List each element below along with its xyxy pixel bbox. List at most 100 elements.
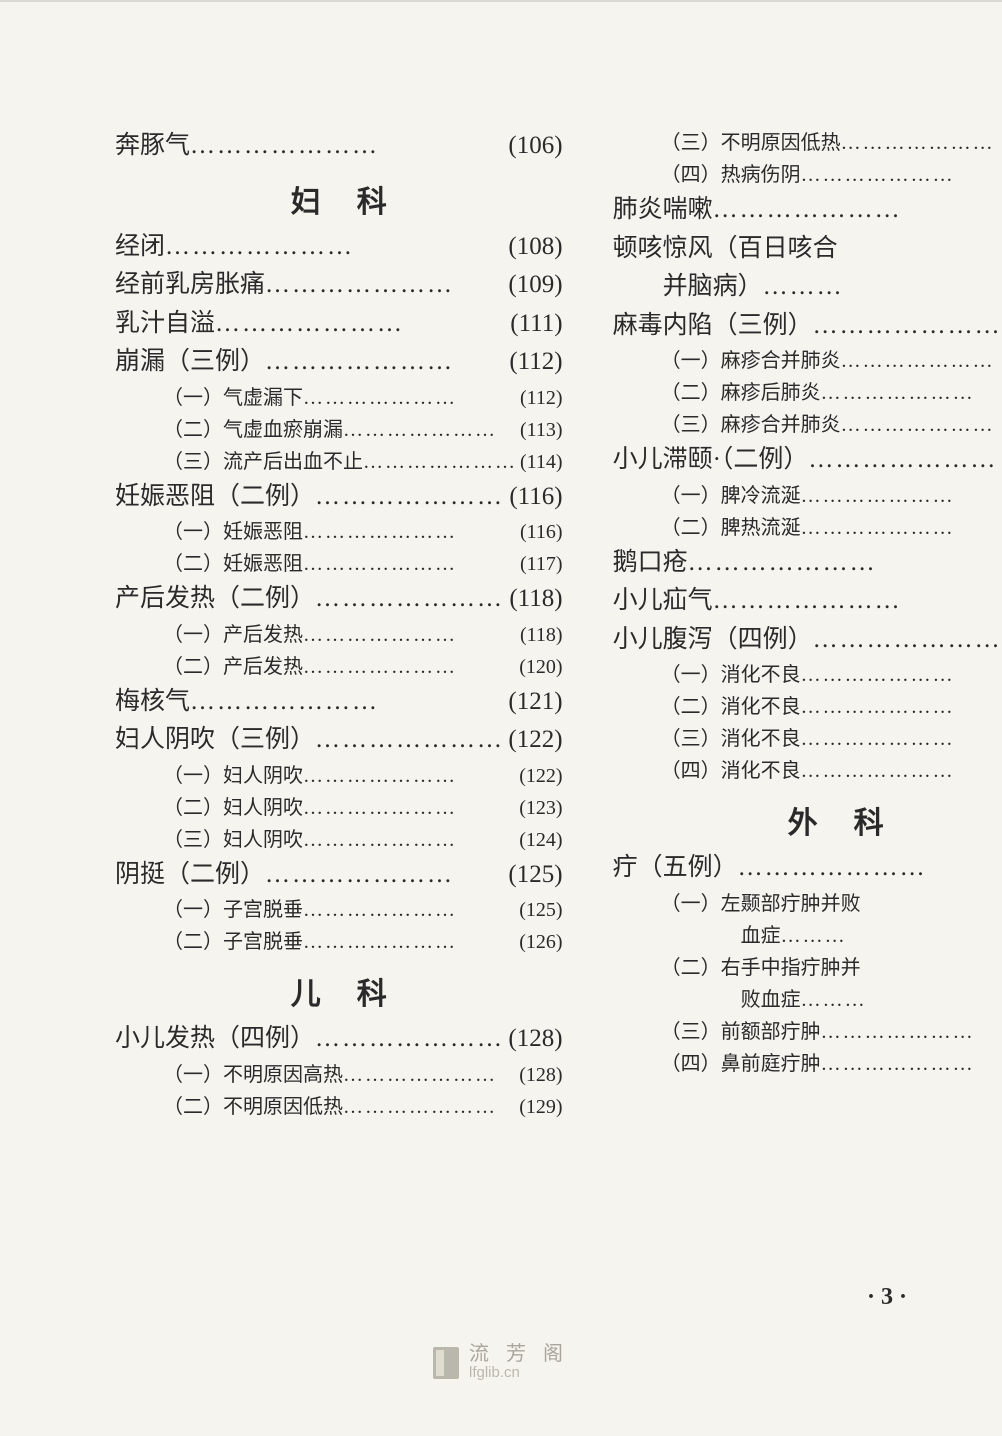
entry-label: 经前乳房胀痛 [115,269,265,302]
toc-sub-entry: （二）妇人阴吹 …………………(123) [163,795,563,821]
toc-column-left: 奔豚气 …………………(106)妇科经闭 …………………(108)经前乳房胀痛 … [115,130,563,1256]
entry-label: 并脑病） [613,271,763,304]
entry-label: （一）脾冷流涎 [661,483,801,509]
toc-sub-entry: （二）妊娠恶阻 …………………(117) [163,551,563,577]
leader-dots: ………………… [821,1019,1002,1045]
entry-page: (129) [516,1094,562,1120]
toc-sub-entry: （三）妇人阴吹 …………………(124) [163,827,563,853]
toc-sub-entry: （一）麻疹合并肺炎 …………………(136) [661,348,1002,374]
entry-label: 鹅口疮 [613,547,688,580]
entry-label: 小儿腹泻（四例） [613,624,813,657]
leader-dots: ………………… [315,583,506,616]
entry-label: （二）麻疹后肺炎 [661,380,821,406]
entry-label: （二）不明原因低热 [163,1094,343,1120]
entry-label: 产后发热（二例） [115,583,315,616]
toc-entry: 乳汁自溢 …………………(111) [115,308,563,341]
toc-sub-entry: （一）脾冷流涎 …………………(140) [661,483,1002,509]
toc-sub-entry: （三）消化不良 …………………(147) [661,726,1002,752]
entry-page: (128) [505,1023,562,1056]
leader-dots: ………………… [303,654,516,680]
entry-page: (112) [517,385,563,411]
leader-dots: ………………… [343,417,517,443]
leader-dots: ………………… [801,726,1002,752]
entry-page: (118) [506,583,562,616]
toc-sub-entry: （一）消化不良 …………………(145) [661,662,1002,688]
entry-label: （二）脾热流涎 [661,515,801,541]
leader-dots: ………………… [841,412,1002,438]
leader-dots: ………………… [165,231,505,264]
leader-dots: ………………… [315,724,505,757]
entry-label: 梅核气 [115,686,190,719]
entry-label: （一）妊娠恶阻 [163,519,303,545]
toc-entry: 小儿滞颐·（二例） …………………(140) [613,444,1002,477]
entry-label: （二）妊娠恶阻 [163,551,303,577]
leader-dots: ………………… [713,194,1002,227]
entry-label: 麻毒内陷（三例） [613,310,813,343]
toc-sub-entry: （二）气虚血瘀崩漏 …………………(113) [163,417,563,443]
entry-page: (116) [506,481,562,514]
entry-page: (126) [516,929,562,955]
toc-sub-entry: （二）消化不良 …………………(146) [661,694,1002,720]
toc-sub-entry: 败血症 ………(155) [661,987,1002,1013]
toc-sub-entry: （二）麻疹后肺炎 …………………(138) [661,380,1002,406]
leader-dots: ………………… [801,162,1002,188]
leader-dots: ………………… [303,519,517,545]
entry-label: （二）气虚血瘀崩漏 [163,417,343,443]
toc-entry: 并脑病） ………(135) [613,271,1002,304]
toc-sub-entry: （二）子宫脱垂 …………………(126) [163,929,563,955]
toc-entry: 阴挺（二例） …………………(125) [115,859,563,892]
toc-sub-entry: （四）消化不良 …………………(152) [661,758,1002,784]
entry-label: （三）不明原因低热 [661,130,841,156]
toc-sub-entry: （一）妇人阴吹 …………………(122) [163,763,563,789]
entry-label: 肺炎喘嗽 [613,194,713,227]
toc-sub-entry: （二）脾热流涎 …………………(141) [661,515,1002,541]
entry-label: （三）前额部疔肿 [661,1019,821,1045]
toc-entry: 疔（五例） …………………(154) [613,852,1002,885]
toc-sub-entry: （一）子宫脱垂 …………………(125) [163,897,563,923]
toc-sub-entry: （二）右手中指疔肿并 [661,955,1002,981]
toc-sub-entry: （二）不明原因低热 …………………(129) [163,1094,563,1120]
entry-page: (128) [516,1062,562,1088]
entry-page: (117) [517,551,563,577]
leader-dots: ………………… [688,547,1002,580]
entry-label: （三）流产后出血不止 [163,449,363,475]
entry-label: （三）妇人阴吹 [163,827,303,853]
entry-label: （四）热病伤阴 [661,162,801,188]
toc-sub-entry: （三）流产后出血不止 …………………(114) [163,449,563,475]
toc-entry: 肺炎喘嗽 …………………(132) [613,194,1002,227]
leader-dots: ………………… [738,852,1002,885]
entry-page: (120) [516,654,562,680]
entry-label: 小儿发热（四例） [115,1023,315,1056]
entry-page: (125) [505,859,562,892]
toc-entry: 崩漏（三例） …………………(112) [115,346,563,379]
entry-label: 妇人阴吹（三例） [115,724,315,757]
leader-dots: ………………… [265,346,506,379]
toc-sub-entry: （一）不明原因高热 …………………(128) [163,1062,563,1088]
leader-dots: ………………… [215,308,507,341]
leader-dots: ………………… [801,662,1002,688]
entry-label: （四）消化不良 [661,758,801,784]
entry-page: (108) [505,231,562,264]
leader-dots: ………………… [303,795,516,821]
entry-label: 疔（五例） [613,852,738,885]
leader-dots: ………………… [315,1023,505,1056]
entry-label: 乳汁自溢 [115,308,215,341]
toc-sub-entry: （四）热病伤阴 …………………(131) [661,162,1002,188]
entry-label: （一）妇人阴吹 [163,763,303,789]
entry-page: (116) [517,519,563,545]
leader-dots: ………………… [265,859,505,892]
entry-page: (118) [517,622,563,648]
entry-label: 小儿滞颐·（二例） [613,444,809,477]
leader-dots: ………………… [813,624,1002,657]
toc-entry: 妊娠恶阻（二例） …………………(116) [115,481,563,514]
toc-sub-entry: （二）产后发热 …………………(120) [163,654,563,680]
watermark-en: lfglib.cn [469,1365,569,1381]
watermark-logo-icon [433,1347,459,1379]
entry-page: (113) [517,417,563,443]
watermark-cn: 流 芳 阁 [469,1344,569,1365]
entry-label: 小儿疝气 [613,585,713,618]
entry-page: (111) [507,308,562,341]
leader-dots: ………………… [813,310,1002,343]
leader-dots: ………………… [303,385,517,411]
entry-label: （一）产后发热 [163,622,303,648]
